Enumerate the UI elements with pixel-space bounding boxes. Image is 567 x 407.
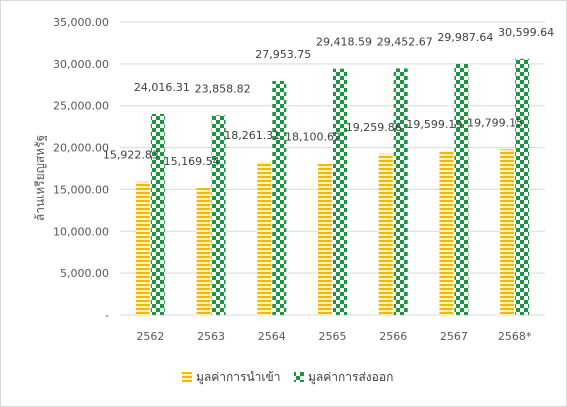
import-value-label: 15,922.83	[103, 149, 159, 162]
y-tick-label: -	[105, 309, 109, 322]
import-bar	[378, 153, 393, 315]
x-tick-label: 2568*	[498, 330, 532, 343]
export-bar	[150, 113, 165, 315]
legend-label-export: มูลค่าการส่งออก	[308, 370, 393, 385]
bars	[135, 58, 530, 316]
legend: มูลค่าการนำเข้า มูลค่าการส่งออก	[182, 370, 393, 385]
y-axis-ticks: - 5,000.00 10,000.00 15,000.00 20,000.00 25,0…	[53, 16, 109, 322]
export-value-label: 24,016.31	[134, 81, 190, 94]
legend-swatch-import	[182, 372, 192, 382]
y-tick-label: 20,000.00	[53, 142, 109, 155]
x-axis-ticks: 2562 2563 2564 2565 2566 2567 2568*	[136, 330, 532, 343]
export-value-label: 29,987.64	[437, 31, 493, 44]
y-tick-label: 10,000.00	[53, 225, 109, 238]
y-tick-label: 5,000.00	[60, 267, 109, 280]
export-value-label: 27,953.75	[255, 48, 311, 61]
import-value-label: 18,261.31	[224, 129, 280, 142]
import-bar	[500, 149, 515, 315]
import-bar	[135, 181, 150, 315]
legend-swatch-export	[294, 372, 304, 382]
x-tick-label: 2567	[440, 330, 468, 343]
export-bar	[393, 68, 408, 315]
export-value-label: 29,418.59	[316, 36, 372, 49]
y-tick-label: 30,000.00	[53, 58, 109, 71]
x-tick-label: 2565	[319, 330, 347, 343]
import-value-label: 18,100.62	[285, 130, 341, 143]
export-bar	[211, 115, 226, 315]
x-tick-label: 2563	[197, 330, 225, 343]
import-bar	[439, 150, 454, 315]
export-value-label: 29,452.67	[377, 35, 433, 48]
y-tick-label: 35,000.00	[53, 16, 109, 29]
import-value-label: 19,599.19	[406, 118, 462, 131]
import-bar	[196, 188, 211, 315]
import-value-label: 19,799.15	[467, 116, 523, 129]
export-bar	[333, 68, 347, 316]
data-labels: 15,922.83 24,016.31 15,169.54 23,858.82 18,2…	[103, 26, 554, 168]
export-value-label: 30,599.64	[498, 26, 554, 39]
gridlines	[120, 21, 545, 316]
y-axis-label: ล้านเหรียญสหรัฐ	[33, 135, 47, 221]
export-bar	[272, 80, 287, 315]
x-tick-label: 2562	[136, 330, 164, 343]
y-tick-label: 25,000.00	[53, 100, 109, 113]
legend-label-import: มูลค่าการนำเข้า	[196, 370, 280, 385]
export-bar	[515, 58, 530, 315]
export-bar	[454, 63, 469, 315]
x-tick-label: 2564	[258, 330, 286, 343]
import-value-label: 19,259.86	[346, 121, 402, 134]
y-tick-label: 15,000.00	[53, 183, 109, 196]
import-bar	[318, 163, 332, 315]
import-value-label: 15,169.54	[164, 155, 220, 168]
import-bar	[257, 162, 272, 315]
export-value-label: 23,858.82	[195, 82, 251, 95]
x-tick-label: 2566	[379, 330, 407, 343]
